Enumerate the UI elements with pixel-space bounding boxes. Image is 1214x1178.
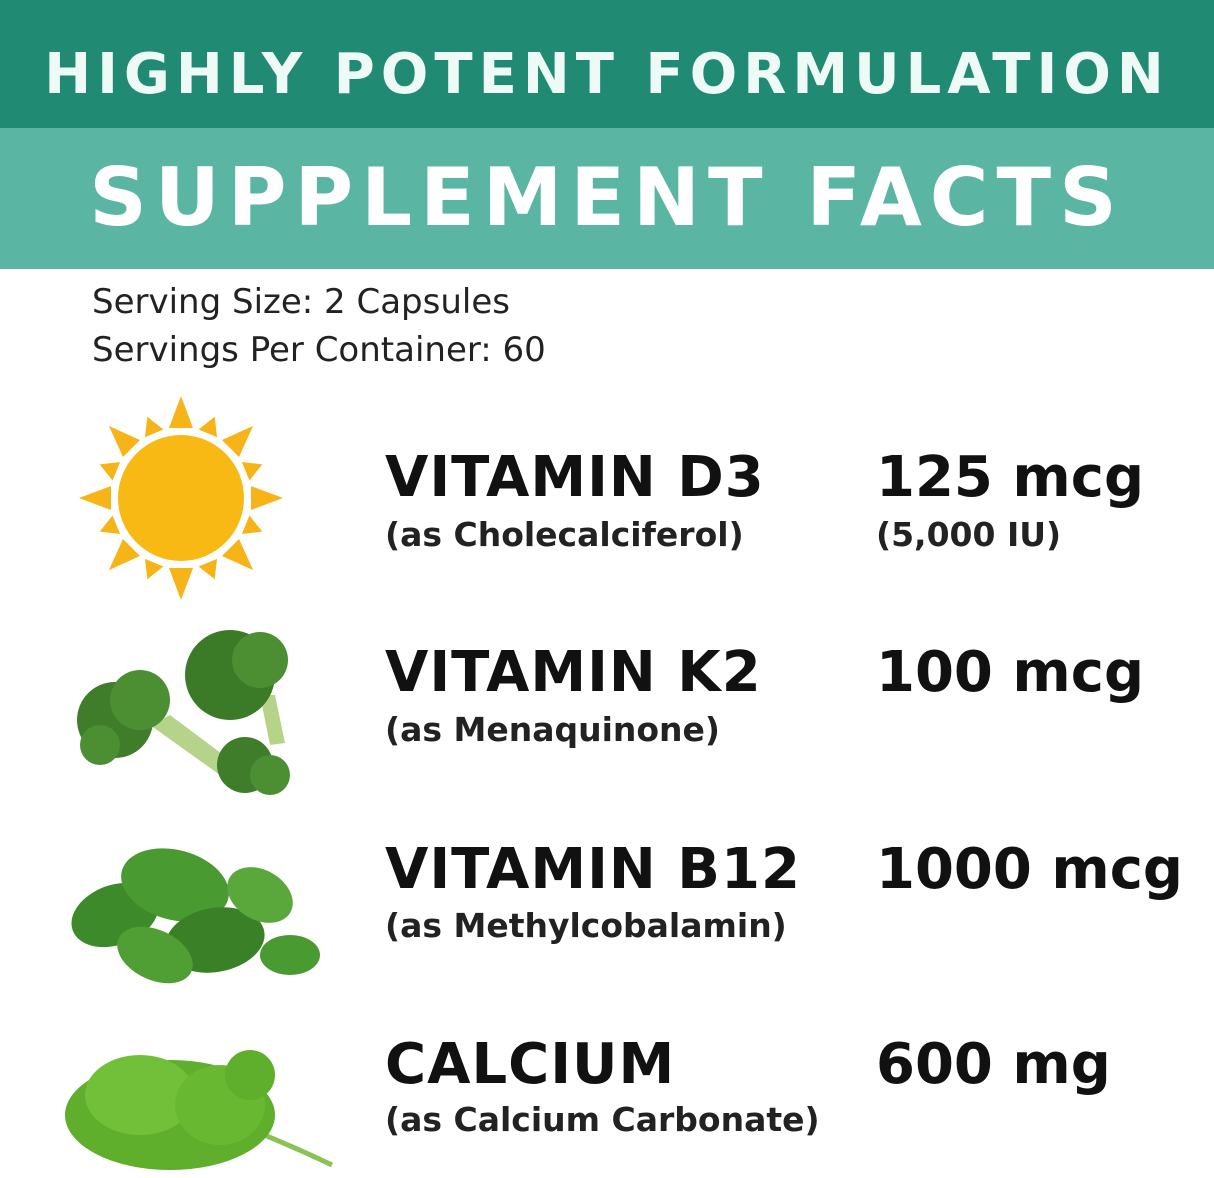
- nutrient-name: VITAMIN K2: [385, 640, 762, 705]
- sun-ray: [241, 461, 263, 481]
- nutrient-source: (as Calcium Carbonate): [385, 1100, 820, 1139]
- nutrient-name: VITAMIN B12: [385, 837, 801, 902]
- sun-ray: [251, 486, 283, 510]
- nutrient-amount: 600 mg: [876, 1032, 1111, 1097]
- sun-ray: [144, 416, 164, 438]
- sun-ray: [222, 425, 254, 457]
- kale-icon: [65, 1050, 334, 1170]
- nutrient-source: (as Cholecalciferol): [385, 515, 744, 554]
- nutrient-amount: 125 mcg: [876, 445, 1145, 510]
- sun-ray: [169, 396, 193, 428]
- sun-ray: [222, 539, 254, 571]
- sun-ray: [198, 558, 218, 580]
- spinach-icon: [71, 848, 320, 984]
- header-title-band: [0, 128, 1214, 269]
- header-top-band: [0, 0, 1214, 128]
- nutrient-amount: 1000 mcg: [876, 837, 1183, 902]
- nutrient-source: (as Menaquinone): [385, 710, 721, 749]
- sun-ray: [108, 425, 140, 457]
- tagline: HIGHLY POTENT FORMULATION: [44, 42, 1170, 107]
- nutrient-name: VITAMIN D3: [385, 445, 765, 510]
- nutrient-amount-note: (5,000 IU): [876, 515, 1062, 554]
- nutrient-amount: 100 mcg: [876, 640, 1145, 705]
- sun-icon: [79, 396, 283, 600]
- sun-ray: [169, 568, 193, 600]
- sun-ray: [99, 515, 121, 535]
- sun-ray: [79, 486, 111, 510]
- servings-per-container: Servings Per Container: 60: [92, 330, 546, 370]
- serving-size: Serving Size: 2 Capsules: [92, 282, 510, 322]
- page-title: SUPPLEMENT FACTS: [89, 151, 1125, 244]
- sun-ray: [99, 461, 121, 481]
- sun-ray: [198, 416, 218, 438]
- sun-ray: [108, 539, 140, 571]
- sun-ray: [241, 515, 263, 535]
- broccoli-icon: [77, 630, 290, 795]
- nutrient-source: (as Methylcobalamin): [385, 906, 787, 945]
- nutrient-name: CALCIUM: [385, 1032, 676, 1097]
- sun-ray: [144, 558, 164, 580]
